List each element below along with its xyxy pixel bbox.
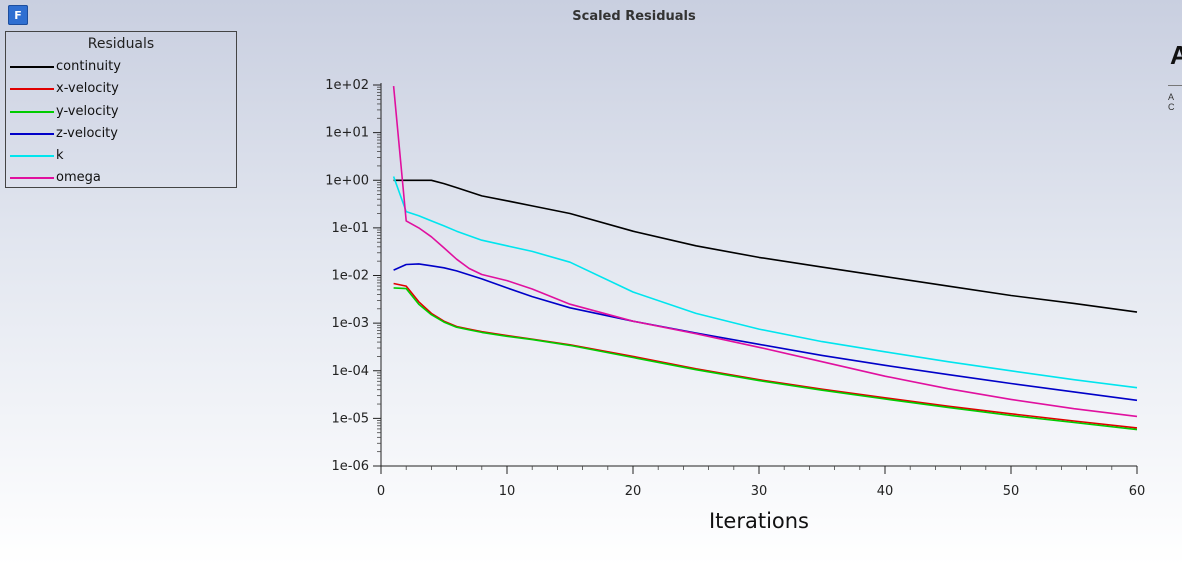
legend-swatch xyxy=(10,88,54,91)
legend-label: x-velocity xyxy=(56,81,119,97)
x-tick-label: 50 xyxy=(1003,484,1020,499)
series-line-y-velocity xyxy=(393,287,1138,431)
x-tick-label: 40 xyxy=(877,484,894,499)
y-tick-label: 1e+02 xyxy=(325,78,369,93)
y-tick-label: 1e-03 xyxy=(331,316,369,331)
legend-item-k: k xyxy=(6,145,236,167)
legend-item-z-velocity: z-velocity xyxy=(6,123,236,145)
legend-swatch xyxy=(10,132,54,135)
legend-label: y-velocity xyxy=(56,103,119,119)
legend-item-y-velocity: y-velocity xyxy=(6,101,236,123)
series-line-continuity xyxy=(393,179,1138,313)
legend-item-x-velocity: x-velocity xyxy=(6,78,236,100)
y-tick-label: 1e-06 xyxy=(331,459,369,474)
axes: 1e+02 1e+01 1e+00 1e-01 1e-02 1e-03 1e-04 1e-05… xyxy=(325,78,1145,499)
chart-title: Scaled Residuals xyxy=(572,9,696,24)
series-line-omega xyxy=(392,86,1138,418)
series-lines xyxy=(392,86,1138,431)
legend-swatch xyxy=(10,110,54,113)
x-axis-title: Iterations xyxy=(709,509,809,533)
legend-title: Residuals xyxy=(87,36,155,52)
y-tick-label: 1e-02 xyxy=(331,269,369,284)
legend-swatch xyxy=(10,177,54,180)
legend-label: k xyxy=(56,148,64,164)
x-tick-label: 10 xyxy=(499,484,516,499)
corner-logo-letter: A xyxy=(1170,40,1182,70)
x-tick-label: 60 xyxy=(1129,484,1146,499)
corner-divider xyxy=(1168,85,1182,86)
series-line-x-velocity xyxy=(393,282,1138,429)
x-tick-label: 0 xyxy=(377,484,385,499)
y-tick-label: 1e-05 xyxy=(331,411,369,426)
legend-label: omega xyxy=(56,170,101,186)
x-tick-label: 20 xyxy=(625,484,642,499)
corner-logo-subtext: A C xyxy=(1168,92,1177,112)
legend-label: z-velocity xyxy=(56,125,118,141)
series-line-z-velocity xyxy=(393,263,1138,402)
legend-item-continuity: continuity xyxy=(6,56,236,78)
x-tick-label: 30 xyxy=(751,484,768,499)
series-line-k xyxy=(392,176,1138,389)
y-tick-label: 1e-04 xyxy=(331,364,369,379)
app-logo-icon: F xyxy=(8,5,28,25)
legend-swatch xyxy=(10,155,54,158)
legend-swatch xyxy=(10,66,54,68)
legend-item-omega: omega xyxy=(6,167,236,189)
y-tick-label: 1e+01 xyxy=(325,126,369,141)
y-tick-label: 1e+00 xyxy=(325,173,369,188)
y-tick-label: 1e-01 xyxy=(331,221,369,236)
legend-label: continuity xyxy=(56,59,121,74)
legend: Residuals continuity x-velocity y-veloci… xyxy=(5,31,237,188)
